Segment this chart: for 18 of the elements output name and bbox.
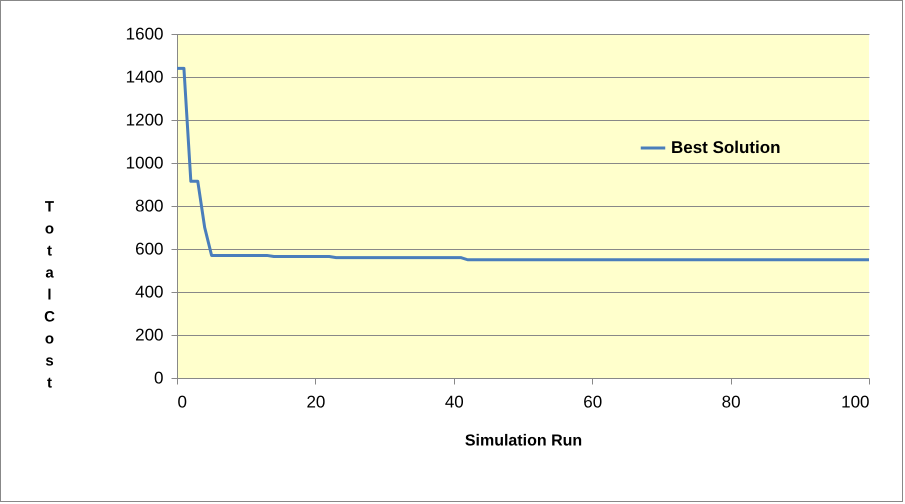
y-tick-label: 800 bbox=[135, 196, 164, 216]
y-tick-label: 600 bbox=[135, 240, 164, 258]
y-tick-label: 0 bbox=[154, 368, 164, 388]
x-tick-label: 40 bbox=[444, 392, 464, 412]
text: Total Cost bbox=[44, 198, 55, 392]
legend-label: Best Solution bbox=[671, 138, 781, 157]
y-tick-label: 200 bbox=[135, 326, 164, 344]
x-axis-title: Simulation Run bbox=[464, 432, 582, 450]
y-tick-label: 1000 bbox=[126, 154, 164, 172]
x-tick-label: 100 bbox=[841, 392, 870, 412]
y-tick-label: 1200 bbox=[126, 110, 164, 130]
y-tick-label: 1400 bbox=[126, 68, 164, 86]
x-tick-label: 0 bbox=[178, 392, 187, 412]
y-tick-label: 400 bbox=[135, 282, 164, 302]
x-tick-label: 20 bbox=[306, 392, 326, 412]
y-tick-label: 1600 bbox=[126, 24, 164, 44]
x-tick-label: 80 bbox=[722, 392, 741, 412]
x-tick-label: 60 bbox=[583, 392, 602, 412]
